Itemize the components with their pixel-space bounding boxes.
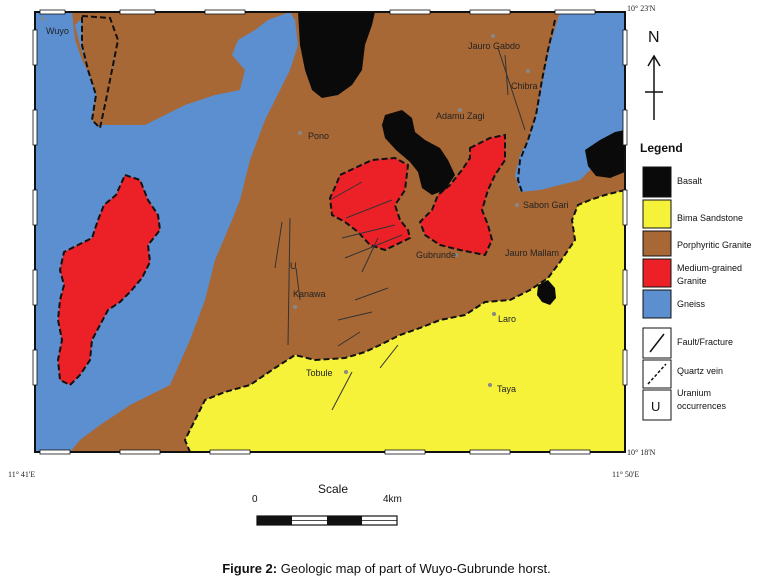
place-taya: Taya	[497, 384, 516, 394]
legend-swatch-sandstone	[642, 199, 672, 229]
place-jauro-mallam: Jauro Mallam	[505, 248, 559, 258]
place-adamu-zagi: Adamu Zagi	[436, 111, 485, 121]
legend-swatch-basalt	[642, 166, 672, 198]
legend-label-uranium-2: occurrences	[677, 401, 727, 411]
coord-bottom-left: 11° 41'E	[8, 470, 35, 479]
place-gubrunde: Gubrunde	[416, 250, 456, 260]
legend-label-porphyritic: Porphyritic Granite	[677, 240, 752, 250]
legend-label-basalt: Basalt	[677, 176, 703, 186]
scale-bar: Scale 0 4km	[252, 482, 402, 526]
place-jauro-gabdo: Jauro Gabdo	[468, 41, 520, 51]
granite-nw-patch	[81, 14, 120, 131]
legend-swatch-uranium	[642, 389, 672, 421]
legend-swatch-porphyritic	[642, 230, 672, 257]
legend-swatch-medium-granite	[642, 258, 672, 288]
north-arrow: N	[645, 29, 663, 120]
caption-text: Geologic map of part of Wuyo-Gubrunde ho…	[280, 561, 551, 576]
legend-label-quartz: Quartz vein	[677, 366, 723, 376]
place-markers	[41, 17, 530, 387]
legend-label-medium-granite-2: Granite	[677, 276, 707, 286]
place-chibra: Chibra	[511, 81, 538, 91]
basalt-east	[585, 130, 625, 178]
place-sabon-gari: Sabon Gari	[523, 200, 569, 210]
fault-lines	[274, 47, 526, 411]
legend-label-fault: Fault/Fracture	[677, 337, 733, 347]
place-pono: Pono	[308, 131, 329, 141]
legend-swatch-quartz	[642, 359, 672, 389]
bima-sandstone	[183, 188, 626, 453]
basalt-south-east	[537, 280, 556, 305]
frame-ticks	[32, 9, 628, 455]
legend-label-gneiss: Gneiss	[677, 299, 706, 309]
place-laro: Laro	[498, 314, 516, 324]
figure-caption: Figure 2: Geologic map of part of Wuyo-G…	[0, 561, 773, 576]
basalt-central	[382, 110, 455, 195]
medium-granite-central	[328, 156, 412, 252]
coord-top-right: 10° 23'N	[627, 4, 656, 13]
scale-start: 0	[252, 494, 258, 505]
map-frame	[34, 11, 626, 453]
caption-label: Figure 2:	[222, 561, 278, 576]
coord-bottom-right: 10° 18'N	[627, 448, 656, 457]
medium-granite-west	[56, 173, 162, 387]
coord-bottom-right-lon: 11° 50'E	[612, 470, 639, 479]
scale-title: Scale	[318, 482, 348, 496]
north-label: N	[648, 29, 660, 46]
place-wuyo: Wuyo	[46, 26, 69, 36]
legend: Legend Basalt Bima Sandstone Porphyritic…	[640, 141, 752, 421]
medium-granite-east	[418, 133, 506, 257]
gneiss-east-outline	[516, 19, 556, 193]
legend-uranium-symbol: U	[651, 399, 660, 414]
legend-label-uranium-1: Uranium	[677, 388, 711, 398]
uranium-marker-map: U	[290, 261, 297, 271]
place-kanawa: Kanawa	[293, 289, 326, 299]
legend-label-sandstone: Bima Sandstone	[677, 213, 743, 223]
legend-swatch-gneiss	[642, 289, 672, 319]
place-tobule: Tobule	[306, 368, 333, 378]
gneiss-west	[35, 12, 298, 452]
legend-title: Legend	[640, 141, 683, 155]
legend-label-medium-granite-1: Medium-grained	[677, 263, 742, 273]
scale-end: 4km	[383, 494, 402, 505]
basalt-north	[298, 12, 375, 98]
